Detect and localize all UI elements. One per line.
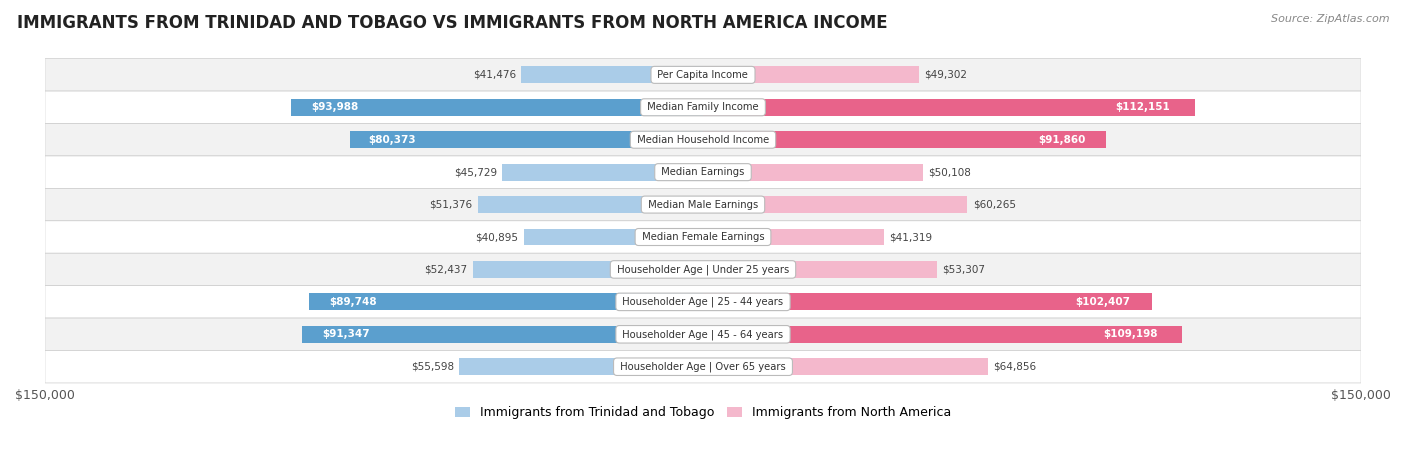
Text: $51,376: $51,376 [429,199,472,210]
Text: Householder Age | 25 - 44 years: Householder Age | 25 - 44 years [620,297,786,307]
Text: Per Capita Income: Per Capita Income [655,70,751,80]
Bar [703,131,1107,148]
Text: Householder Age | Over 65 years: Householder Age | Over 65 years [617,361,789,372]
Bar [302,326,703,343]
Text: Source: ZipAtlas.com: Source: ZipAtlas.com [1271,14,1389,24]
Bar [703,66,920,83]
Bar [523,228,703,246]
Text: $41,476: $41,476 [472,70,516,80]
Bar [460,358,703,375]
Bar [309,293,703,310]
Text: Median Household Income: Median Household Income [634,134,772,145]
Bar [703,99,1195,116]
Text: Median Female Earnings: Median Female Earnings [638,232,768,242]
Text: $109,198: $109,198 [1104,329,1159,340]
Text: $80,373: $80,373 [368,134,416,145]
FancyBboxPatch shape [45,156,1361,188]
Bar [703,196,967,213]
Text: $40,895: $40,895 [475,232,519,242]
Bar [703,326,1182,343]
Bar [478,196,703,213]
Text: $89,748: $89,748 [329,297,377,307]
Text: Median Male Earnings: Median Male Earnings [645,199,761,210]
Text: $45,729: $45,729 [454,167,498,177]
FancyBboxPatch shape [45,91,1361,123]
Bar [350,131,703,148]
Text: $102,407: $102,407 [1074,297,1130,307]
Text: $60,265: $60,265 [973,199,1015,210]
Text: $93,988: $93,988 [311,102,359,112]
FancyBboxPatch shape [45,351,1361,383]
Bar [291,99,703,116]
Text: $55,598: $55,598 [411,362,454,372]
Text: Median Family Income: Median Family Income [644,102,762,112]
Bar [502,164,703,181]
Text: Householder Age | Under 25 years: Householder Age | Under 25 years [614,264,792,275]
Text: $41,319: $41,319 [890,232,932,242]
Text: $112,151: $112,151 [1116,102,1170,112]
FancyBboxPatch shape [45,188,1361,221]
Bar [472,261,703,278]
Text: $53,307: $53,307 [942,264,986,275]
Text: $50,108: $50,108 [928,167,972,177]
Bar [703,228,884,246]
Text: $91,347: $91,347 [322,329,370,340]
Bar [703,358,987,375]
Bar [703,261,936,278]
FancyBboxPatch shape [45,123,1361,156]
Text: IMMIGRANTS FROM TRINIDAD AND TOBAGO VS IMMIGRANTS FROM NORTH AMERICA INCOME: IMMIGRANTS FROM TRINIDAD AND TOBAGO VS I… [17,14,887,32]
Legend: Immigrants from Trinidad and Tobago, Immigrants from North America: Immigrants from Trinidad and Tobago, Imm… [450,401,956,424]
Text: Householder Age | 45 - 64 years: Householder Age | 45 - 64 years [620,329,786,340]
Bar [703,293,1153,310]
FancyBboxPatch shape [45,221,1361,253]
Text: $64,856: $64,856 [993,362,1036,372]
Text: $91,860: $91,860 [1039,134,1085,145]
FancyBboxPatch shape [45,318,1361,351]
FancyBboxPatch shape [45,286,1361,318]
FancyBboxPatch shape [45,253,1361,286]
Text: Median Earnings: Median Earnings [658,167,748,177]
Text: $52,437: $52,437 [425,264,468,275]
Bar [522,66,703,83]
Bar [703,164,922,181]
FancyBboxPatch shape [45,59,1361,91]
Text: $49,302: $49,302 [925,70,967,80]
